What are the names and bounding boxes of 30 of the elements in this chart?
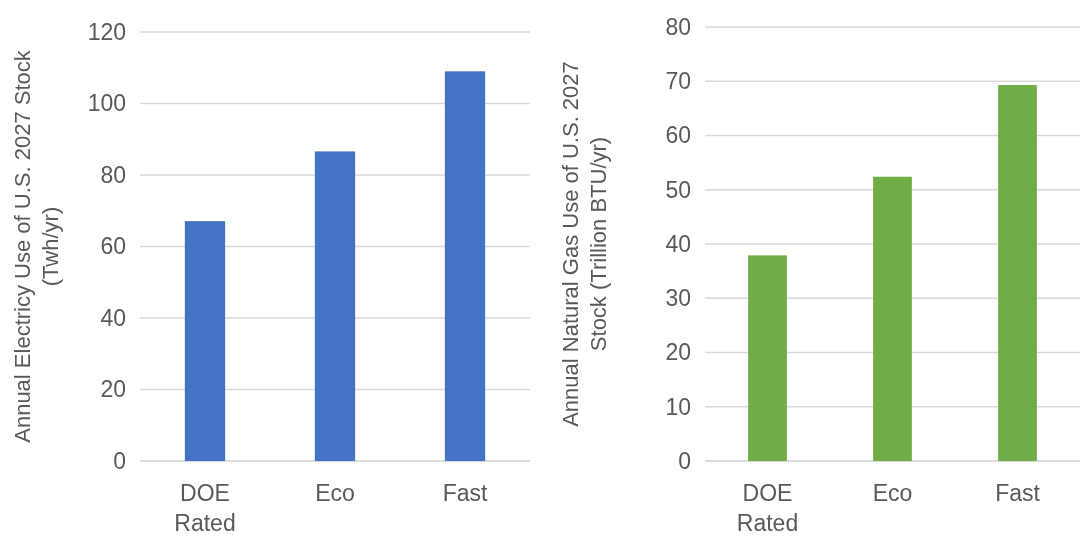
y-axis-title: Annual Electricy Use of U.S. 2027 Stock (Twh/yr) [10,49,63,443]
x-tick-label: Eco [315,480,355,506]
y-tick-label: 80 [665,13,691,40]
x-tick-label: Fast [995,480,1041,506]
y-tick-label: 20 [665,339,691,366]
y-tick-label: 40 [100,304,126,331]
y-tick-label: 100 [87,90,126,117]
y-tick-label: 40 [665,230,691,257]
y-tick-label: 20 [100,376,126,403]
x-tick-label: DOE Rated [736,480,799,536]
y-tick-label: 120 [87,18,126,45]
y-tick-label: 60 [100,233,126,260]
bar [873,176,912,461]
bar [748,255,787,461]
y-tick-label: 80 [100,161,126,188]
y-axis-title: Annual Natural Gas Use of U.S. 2027 Stock (Trillion BTU/yr) [558,61,611,427]
bar [184,221,226,461]
y-tick-label: 50 [665,176,691,203]
y-tick-label: 30 [665,285,691,312]
y-tick-label: 0 [113,447,126,474]
bar [444,71,486,461]
x-tick-label: DOE Rated [174,480,236,536]
y-tick-label: 60 [665,122,691,149]
x-tick-label: Fast [442,480,488,506]
y-tick-label: 70 [665,68,691,95]
x-tick-label: Eco [872,480,913,506]
bar [314,151,356,461]
y-tick-label: 0 [678,447,691,474]
bar [998,85,1037,461]
y-tick-label: 10 [665,393,691,420]
